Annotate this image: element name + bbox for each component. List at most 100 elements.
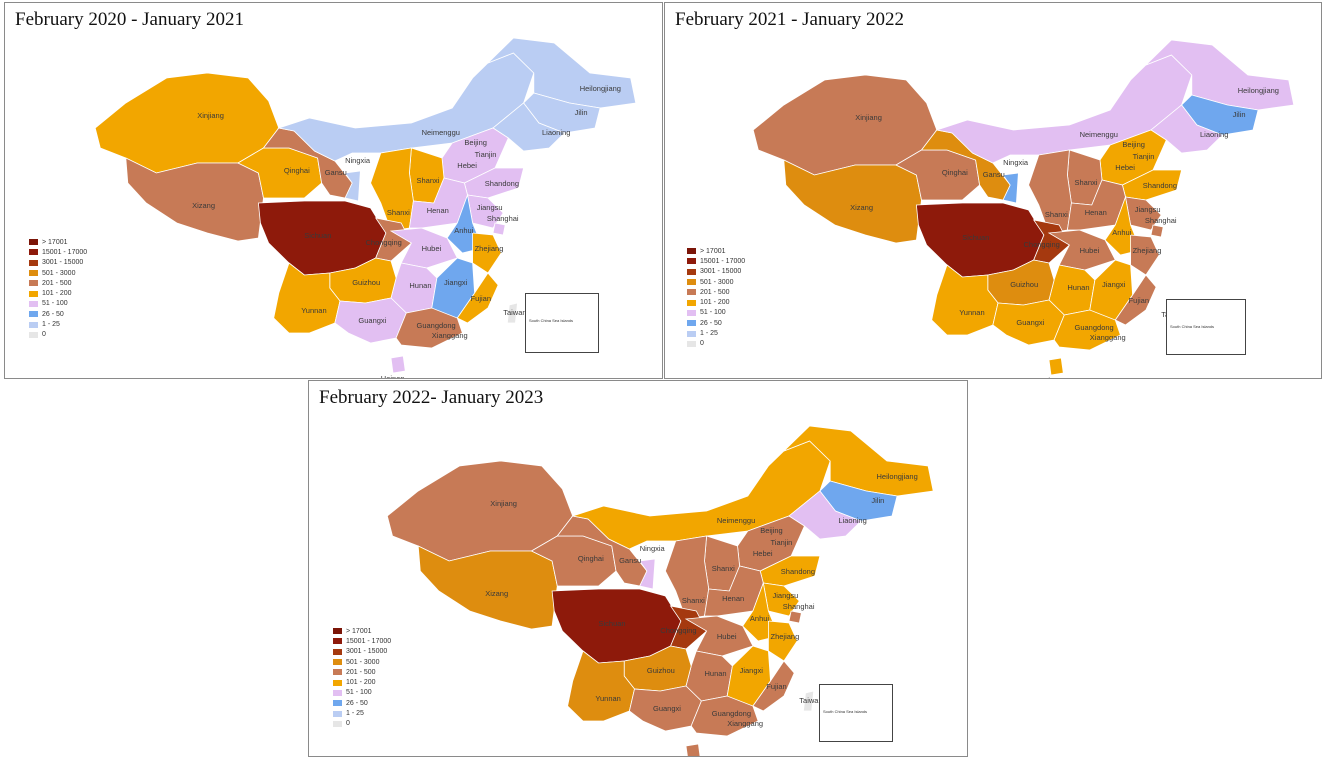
- legend-item: 501 - 3000: [333, 657, 391, 667]
- province-label: Qinghai: [284, 166, 310, 175]
- legend-item: 1 - 25: [687, 328, 745, 338]
- province-label: Hebei: [1115, 163, 1135, 172]
- legend-label: 0: [42, 331, 46, 339]
- province-label: Sichuan: [962, 233, 989, 242]
- province-label: Shanghai: [1145, 216, 1177, 225]
- province-label: Jiangsu: [1135, 205, 1161, 214]
- map-panel-2022: February 2022- January 2023 Xinjiang Xiza…: [308, 380, 968, 757]
- legend-swatch: [29, 270, 38, 277]
- legend-label: 3001 - 15000: [42, 259, 84, 267]
- legend-label: 51 - 100: [700, 309, 726, 317]
- legend-item: 51 - 100: [333, 688, 391, 698]
- province-label: Xizang: [192, 201, 215, 210]
- legend-label: 501 - 3000: [42, 269, 76, 277]
- legend-item: 15001 - 17000: [333, 636, 391, 646]
- province-label: Guizhou: [352, 278, 380, 287]
- province-label: Guangxi: [653, 704, 681, 713]
- legend-item: 51 - 100: [29, 299, 87, 309]
- province-label: Guangxi: [358, 316, 386, 325]
- legend-swatch: [29, 290, 38, 297]
- province-label: Beijing: [1122, 140, 1145, 149]
- province-label: Neimenggu: [717, 516, 755, 525]
- province-hubei: [389, 227, 458, 269]
- legend-swatch: [687, 330, 696, 337]
- province-label: Taiwan: [799, 696, 822, 705]
- province-label: Yunnan: [301, 306, 326, 315]
- legend-swatch: [29, 331, 38, 338]
- province-label: Gansu: [619, 556, 641, 565]
- province-label: Xianggang: [1090, 333, 1126, 342]
- legend-swatch: [333, 679, 342, 686]
- province-label: Tianjin: [771, 538, 793, 547]
- legend-label: 51 - 100: [42, 300, 68, 308]
- province-label: Anhui: [750, 614, 770, 623]
- legend-item: 3001 - 15000: [29, 258, 87, 268]
- legend-swatch: [29, 280, 38, 287]
- south-china-sea-inset: South China Sea Islands: [1166, 299, 1246, 355]
- panel-title: February 2021 - January 2022: [675, 9, 905, 30]
- province-zhejiang: [1130, 234, 1160, 276]
- province-shanghai: [1150, 224, 1164, 238]
- province-label: Henan: [427, 206, 449, 215]
- legend-swatch: [687, 320, 696, 327]
- legend-item: 0: [333, 719, 391, 729]
- province-label: Zhejiang: [475, 244, 504, 253]
- legend-swatch: [687, 289, 696, 296]
- province-label: Ningxia: [1003, 158, 1029, 167]
- province-label: Qinghai: [578, 554, 604, 563]
- legend-label: 3001 - 15000: [346, 648, 388, 656]
- province-ningxia: [638, 558, 656, 590]
- legend-swatch: [29, 249, 38, 256]
- province-label: Shanxi: [417, 176, 440, 185]
- province-shanghai: [492, 222, 506, 236]
- province-label: Shanxi: [712, 564, 735, 573]
- legend-swatch: [333, 669, 342, 676]
- province-label: Neimenggu: [1080, 130, 1118, 139]
- province-label: Beijing: [760, 526, 783, 535]
- legend-item: 101 - 200: [29, 288, 87, 298]
- legend-item: 15001 - 17000: [687, 256, 745, 266]
- province-label: Chongqing: [660, 626, 696, 635]
- province-label: Yunnan: [959, 308, 984, 317]
- legend-label: 201 - 500: [346, 668, 376, 676]
- legend-label: 51 - 100: [346, 689, 372, 697]
- province-heilongjiang: [1145, 39, 1295, 111]
- legend-item: 26 - 50: [29, 309, 87, 319]
- inset-label: South China Sea Islands: [1170, 324, 1215, 329]
- province-label: Heilongjiang: [1238, 86, 1279, 95]
- legend-label: 0: [346, 720, 350, 728]
- province-heilongjiang: [783, 425, 934, 497]
- legend-label: > 17001: [42, 238, 68, 246]
- province-label: Guangdong: [712, 709, 751, 718]
- province-label: Heilongjiang: [580, 84, 621, 93]
- province-label: Gansu: [983, 170, 1005, 179]
- province-label: Ningxia: [345, 156, 371, 165]
- province-label: Fujian: [766, 682, 786, 691]
- legend-swatch: [333, 720, 342, 727]
- province-label: Guangxi: [1016, 318, 1044, 327]
- province-label: Qinghai: [942, 168, 968, 177]
- province-label: Sichuan: [304, 231, 331, 240]
- legend-label: 15001 - 17000: [346, 637, 392, 645]
- province-label: Anhui: [1112, 228, 1132, 237]
- china-map: Xinjiang Xizang Qinghai Gansu Neimenggu Heilo…: [94, 37, 637, 378]
- map-panel-2020: February 2020 - January 2021 Xinjiang Xiz…: [4, 2, 663, 379]
- province-hainan: [1048, 357, 1064, 376]
- province-label: Xizang: [850, 203, 873, 212]
- province-label: Jilin: [871, 496, 884, 505]
- province-label: Henan: [722, 594, 744, 603]
- legend-swatch: [687, 268, 696, 275]
- province-taiwan: [506, 302, 518, 324]
- legend-swatch: [29, 239, 38, 246]
- province-label: Jiangsu: [477, 203, 503, 212]
- legend-swatch: [29, 300, 38, 307]
- legend-item: 201 - 500: [687, 287, 745, 297]
- south-china-sea-inset: South China Sea Islands: [525, 293, 599, 353]
- province-label: Liaoning: [838, 516, 866, 525]
- province-label: Zhejiang: [771, 632, 800, 641]
- legend-swatch: [687, 299, 696, 306]
- map-legend: > 17001 15001 - 17000 3001 - 15000 501 - 30…: [333, 626, 391, 729]
- province-label: Gansu: [325, 168, 347, 177]
- legend-item: 101 - 200: [687, 297, 745, 307]
- province-label: Jilin: [1233, 110, 1246, 119]
